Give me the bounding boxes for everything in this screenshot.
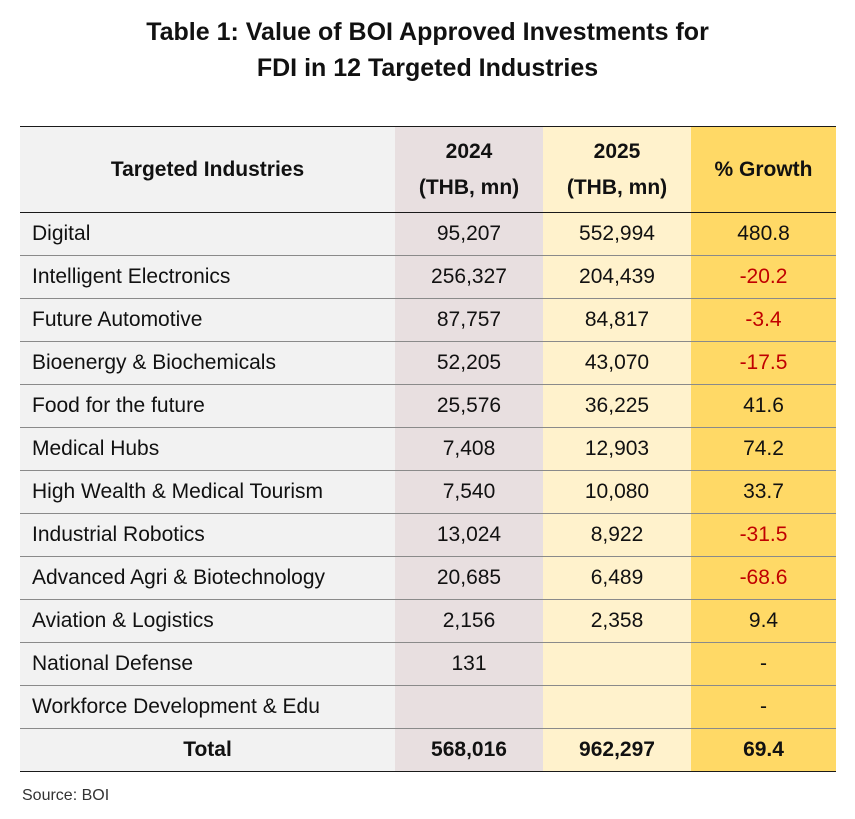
- cell-2024: 87,757: [395, 298, 543, 342]
- investment-table: Targeted Industries 2024 (THB, mn) 2025 …: [20, 126, 836, 772]
- total-2025: 962,297: [543, 728, 691, 772]
- table-title-line-2: FDI in 12 Targeted Industries: [256, 54, 599, 82]
- header-2024-unit: (THB, mn): [418, 175, 520, 199]
- table-row: Intelligent Electronics 256,327 204,439 -20…: [20, 255, 836, 299]
- cell-2024: 25,576: [395, 384, 543, 428]
- cell-2024: 95,207: [395, 212, 543, 256]
- header-growth-label: % Growth: [714, 157, 813, 181]
- cell-growth: -3.4: [691, 298, 836, 342]
- cell-2025: 84,817: [543, 298, 691, 342]
- cell-industry: Advanced Agri & Biotechnology: [20, 556, 395, 600]
- cell-growth: 74.2: [691, 427, 836, 471]
- total-growth: 69.4: [691, 728, 836, 772]
- cell-industry: Future Automotive: [20, 298, 395, 342]
- cell-2025: 6,489: [543, 556, 691, 600]
- cell-industry: Food for the future: [20, 384, 395, 428]
- table-row: Industrial Robotics 13,024 8,922 -31.5: [20, 513, 836, 557]
- cell-growth: -68.6: [691, 556, 836, 600]
- table-title: Table 1: Value of BOI Approved Investmen…: [0, 14, 855, 86]
- table-row: Food for the future 25,576 36,225 41.6: [20, 384, 836, 428]
- header-growth: % Growth: [691, 126, 836, 213]
- cell-growth: -17.5: [691, 341, 836, 385]
- total-row: Total 568,016 962,297 69.4: [20, 728, 836, 772]
- table-row: Future Automotive 87,757 84,817 -3.4: [20, 298, 836, 342]
- cell-industry: High Wealth & Medical Tourism: [20, 470, 395, 514]
- header-industry-label: Targeted Industries: [110, 157, 305, 181]
- cell-2025: 10,080: [543, 470, 691, 514]
- table-row: High Wealth & Medical Tourism 7,540 10,080…: [20, 470, 836, 514]
- cell-2025: 204,439: [543, 255, 691, 299]
- cell-2024: 13,024: [395, 513, 543, 557]
- header-2025-unit: (THB, mn): [566, 175, 668, 199]
- cell-2024: 2,156: [395, 599, 543, 643]
- source-note: Source: BOI: [22, 787, 110, 804]
- header-2025-year: 2025: [593, 139, 641, 163]
- cell-growth: -: [691, 685, 836, 729]
- cell-growth: 41.6: [691, 384, 836, 428]
- cell-2025: 43,070: [543, 341, 691, 385]
- cell-2025: 552,994: [543, 212, 691, 256]
- cell-2024: 256,327: [395, 255, 543, 299]
- cell-growth: -31.5: [691, 513, 836, 557]
- cell-industry: Workforce Development & Edu: [20, 685, 395, 729]
- cell-growth: 480.8: [691, 212, 836, 256]
- cell-2025: 8,922: [543, 513, 691, 557]
- cell-industry: Aviation & Logistics: [20, 599, 395, 643]
- cell-2024: 52,205: [395, 341, 543, 385]
- header-industry: Targeted Industries: [20, 126, 395, 213]
- header-row: Targeted Industries 2024 (THB, mn) 2025 …: [20, 126, 836, 213]
- table-row: Workforce Development & Edu -: [20, 685, 836, 729]
- cell-2024: [395, 685, 543, 729]
- cell-industry: National Defense: [20, 642, 395, 686]
- cell-industry: Bioenergy & Biochemicals: [20, 341, 395, 385]
- cell-growth: -20.2: [691, 255, 836, 299]
- cell-2024: 7,540: [395, 470, 543, 514]
- cell-industry: Intelligent Electronics: [20, 255, 395, 299]
- total-2024: 568,016: [395, 728, 543, 772]
- header-2024-year: 2024: [445, 139, 493, 163]
- cell-2025: 2,358: [543, 599, 691, 643]
- table-row: Advanced Agri & Biotechnology 20,685 6,489…: [20, 556, 836, 600]
- cell-growth: 9.4: [691, 599, 836, 643]
- cell-industry: Digital: [20, 212, 395, 256]
- total-label: Total: [20, 728, 395, 772]
- cell-2025: [543, 685, 691, 729]
- table-body: Digital 95,207 552,994 480.8 Intelligent Ele…: [20, 212, 836, 729]
- cell-industry: Industrial Robotics: [20, 513, 395, 557]
- cell-2024: 131: [395, 642, 543, 686]
- table-row: Digital 95,207 552,994 480.8: [20, 212, 836, 256]
- cell-2024: 20,685: [395, 556, 543, 600]
- cell-2025: 36,225: [543, 384, 691, 428]
- cell-2024: 7,408: [395, 427, 543, 471]
- header-2025: 2025 (THB, mn): [543, 126, 691, 213]
- header-2024: 2024 (THB, mn): [395, 126, 543, 213]
- cell-2025: 12,903: [543, 427, 691, 471]
- table-row: Medical Hubs 7,408 12,903 74.2: [20, 427, 836, 471]
- table-row: National Defense 131 -: [20, 642, 836, 686]
- cell-2025: [543, 642, 691, 686]
- cell-industry: Medical Hubs: [20, 427, 395, 471]
- table-row: Aviation & Logistics 2,156 2,358 9.4: [20, 599, 836, 643]
- cell-growth: -: [691, 642, 836, 686]
- cell-growth: 33.7: [691, 470, 836, 514]
- table-title-line-1: Table 1: Value of BOI Approved Investmen…: [146, 18, 709, 46]
- table-row: Bioenergy & Biochemicals 52,205 43,070 -17.…: [20, 341, 836, 385]
